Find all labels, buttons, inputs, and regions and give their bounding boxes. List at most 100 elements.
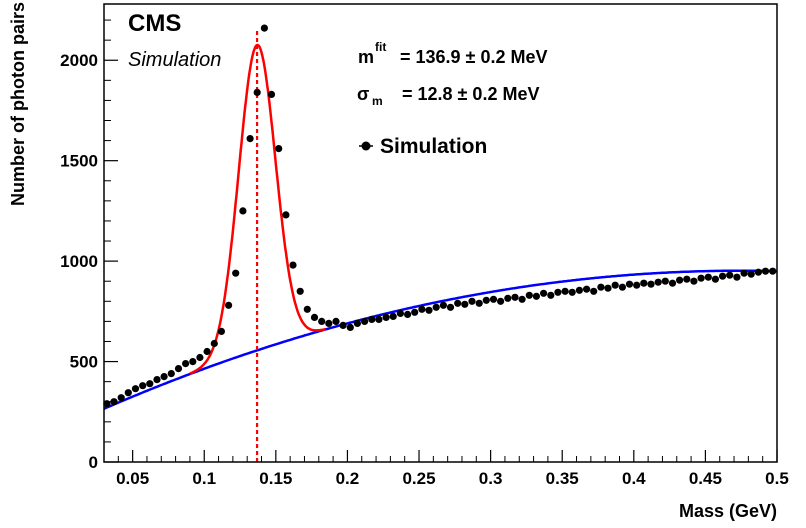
data-point: [461, 300, 469, 308]
data-point: [289, 261, 297, 269]
data-point: [683, 275, 691, 283]
mass-fit-annotation: m fit = 136.9 ± 0.2 MeV: [358, 40, 547, 67]
data-point: [267, 90, 276, 98]
data-point: [131, 385, 140, 393]
y-tick-label: 1500: [60, 152, 98, 171]
data-point: [296, 287, 304, 295]
background-fit-curve: [103, 269, 778, 410]
data-point: [575, 286, 584, 294]
data-point: [726, 271, 734, 279]
data-point: [525, 291, 533, 299]
data-point: [597, 283, 605, 291]
data-point: [697, 274, 705, 282]
data-point: [189, 358, 197, 366]
data-point: [661, 277, 669, 285]
data-point: [747, 270, 755, 278]
data-point: [511, 293, 519, 301]
legend-marker: [361, 141, 371, 151]
x-tick-label: 0.4: [622, 469, 646, 488]
experiment-label: CMS: [128, 10, 181, 37]
data-point: [368, 315, 376, 323]
data-point: [540, 289, 548, 297]
data-point: [647, 280, 655, 288]
data-point: [547, 291, 555, 299]
curves-layer: [103, 30, 778, 462]
data-point: [182, 360, 190, 368]
data-point: [310, 313, 319, 321]
data-point: [110, 398, 118, 406]
x-tick-label: 0.15: [259, 469, 292, 488]
data-point: [604, 284, 612, 292]
data-point: [668, 279, 677, 287]
data-point: [475, 299, 483, 307]
data-point: [332, 317, 340, 325]
data-point: [640, 279, 648, 287]
data-point: [719, 272, 727, 280]
data-point: [446, 303, 455, 311]
y-tick-label: 1000: [60, 252, 98, 271]
data-point: [411, 308, 419, 316]
data-point: [769, 267, 777, 275]
data-point: [418, 305, 426, 313]
data-point: [761, 267, 770, 275]
x-tick-label: 0.25: [402, 469, 435, 488]
data-point: [117, 394, 125, 402]
data-point: [482, 296, 490, 304]
data-point: [146, 380, 154, 388]
data-point: [239, 207, 247, 215]
data-point: [532, 292, 541, 300]
experiment-sublabel: Simulation: [128, 49, 221, 71]
mfit-symbol: m: [358, 47, 374, 67]
data-point: [625, 280, 634, 288]
data-point: [504, 294, 512, 302]
data-point: [217, 327, 225, 335]
x-tick-label: 0.45: [689, 469, 722, 488]
data-point: [246, 135, 254, 143]
data-point: [590, 287, 598, 295]
data-point: [353, 319, 361, 327]
data-point: [439, 301, 447, 309]
data-point: [210, 339, 218, 348]
sigma-symbol: σ: [357, 84, 369, 104]
data-point: [124, 389, 132, 397]
data-point: [361, 317, 369, 325]
y-tick-label: 0: [89, 453, 98, 472]
data-point: [225, 301, 233, 309]
mfit-superscript: fit: [375, 40, 386, 54]
data-point: [583, 285, 591, 293]
data-point: [518, 295, 526, 303]
data-point: [160, 373, 168, 381]
data-point: [153, 376, 161, 384]
data-point: [167, 370, 175, 378]
data-point: [654, 278, 662, 286]
data-point: [704, 273, 712, 281]
sigma-annotation: σ m = 12.8 ± 0.2 MeV: [357, 84, 539, 108]
data-point: [253, 88, 261, 96]
x-tick-label: 0.5: [765, 469, 789, 488]
mfit-value: = 136.9 ± 0.2 MeV: [400, 47, 547, 67]
data-point: [174, 365, 183, 373]
x-tick-label: 0.1: [192, 469, 216, 488]
data-point: [554, 288, 562, 296]
data-point: [425, 306, 433, 314]
data-point: [561, 287, 569, 295]
x-tick-label: 0.05: [116, 469, 149, 488]
data-point: [396, 309, 404, 317]
data-point: [432, 303, 440, 311]
legend: Simulation: [359, 135, 487, 158]
legend-label: Simulation: [380, 135, 487, 158]
data-point: [139, 382, 147, 390]
y-tick-label: 500: [70, 353, 98, 372]
data-point: [375, 315, 383, 323]
data-point: [740, 269, 748, 277]
sigma-subscript: m: [372, 94, 383, 108]
data-points-layer: [103, 24, 777, 408]
plot-frame: [103, 3, 778, 463]
x-tick-label: 0.2: [336, 469, 360, 488]
data-point: [497, 297, 505, 305]
axes-layer: 0.05 0.1 0.15 0.2 0.25 0.3 0.35 0.4 0.45 0.5 0 500 1…: [60, 19, 789, 488]
data-point: [260, 24, 268, 32]
data-point: [325, 319, 333, 327]
data-point: [404, 310, 412, 318]
